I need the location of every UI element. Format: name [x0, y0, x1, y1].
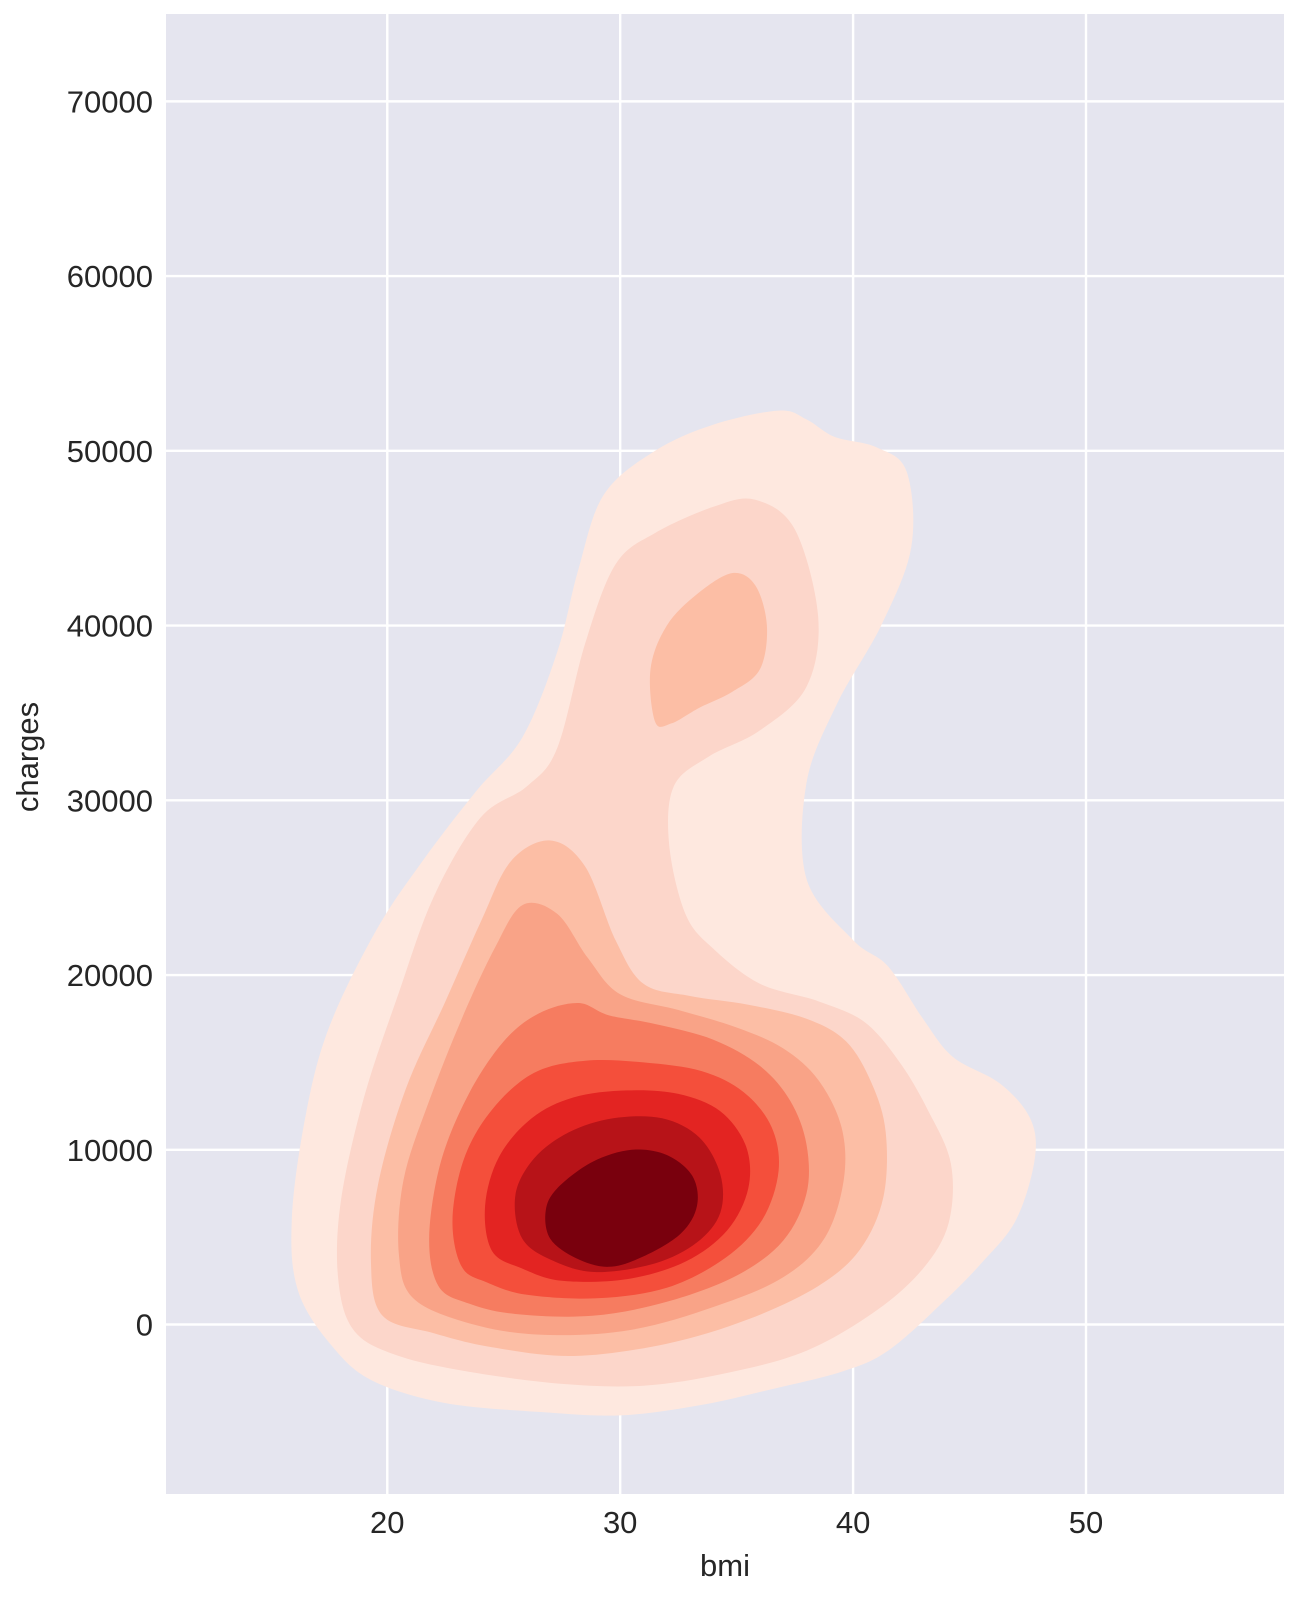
x-tick-label: 20 [370, 1505, 404, 1540]
y-tick-label: 40000 [67, 609, 153, 644]
y-tick-label: 30000 [67, 783, 153, 818]
density-contours [291, 410, 1036, 1416]
x-tick-label: 40 [836, 1505, 870, 1540]
y-tick-label: 0 [136, 1308, 153, 1343]
density-level-3 [649, 572, 768, 727]
x-tick-label: 30 [603, 1505, 637, 1540]
tick-labels: 20 30 40 50 0 10000 20000 30000 40000 50000 60000 7… [67, 84, 1103, 1540]
y-tick-label: 10000 [67, 1133, 153, 1168]
x-tick-label: 50 [1069, 1505, 1103, 1540]
y-tick-label: 50000 [67, 434, 153, 469]
density-level-9 [545, 1149, 698, 1267]
y-tick-label: 60000 [67, 259, 153, 294]
y-tick-label: 70000 [67, 84, 153, 119]
y-axis-label: charges [10, 702, 45, 812]
y-tick-label: 20000 [67, 958, 153, 993]
x-axis-label: bmi [700, 1548, 750, 1583]
